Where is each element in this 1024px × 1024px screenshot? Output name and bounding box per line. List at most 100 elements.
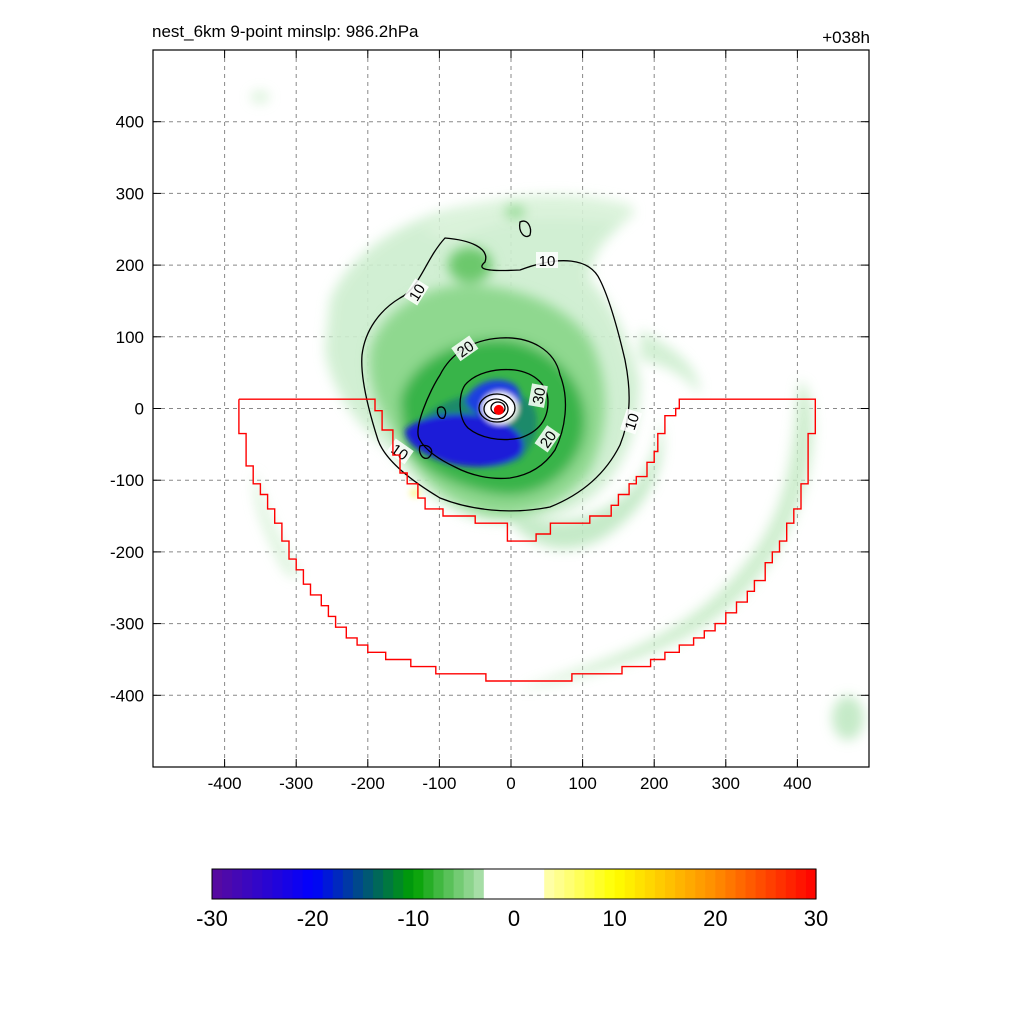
contour-small-north — [519, 220, 532, 238]
colorbar-tick-label: -20 — [297, 906, 329, 931]
contour-label-bg — [620, 408, 643, 435]
colorbar-bin — [423, 869, 435, 899]
center-marker-layer — [493, 404, 504, 415]
chart-title-left: nest_6km 9-point minslp: 986.2hPa — [152, 22, 419, 41]
contour-label: 10 — [622, 411, 643, 432]
y-tick-label: -200 — [110, 543, 144, 562]
field-patch-ne — [505, 206, 525, 218]
storm-center-marker — [493, 404, 504, 415]
colorbar-bin — [695, 869, 706, 899]
colorbar-frame — [211, 868, 817, 900]
field-core-blue — [405, 414, 524, 467]
contour-30 — [459, 368, 549, 441]
x-tick-label: 100 — [568, 774, 596, 793]
field-blob-north — [251, 91, 269, 103]
colorbar-bin — [795, 869, 807, 899]
colorbar-tick-label: 20 — [703, 906, 727, 931]
x-tick-label: 200 — [640, 774, 668, 793]
colorbar-bin — [634, 869, 646, 899]
y-tick-label: -100 — [110, 471, 144, 490]
colorbar-tick-label: -10 — [397, 906, 429, 931]
chart-title-right: +038h — [822, 28, 870, 47]
boundary-line — [238, 398, 816, 682]
colorbar-bin — [282, 869, 294, 899]
colorbar-bin — [654, 869, 666, 899]
contour-lines — [361, 220, 630, 512]
contour-label-group: 20 — [534, 425, 561, 453]
x-tick-label: 400 — [783, 774, 811, 793]
colorbar-bin — [483, 869, 495, 899]
colorbar-bin — [514, 869, 525, 899]
colorbar-bin — [393, 869, 404, 899]
colorbar-bin — [473, 869, 485, 899]
colorbar-bin — [433, 869, 445, 899]
contour-label: 20 — [454, 338, 477, 361]
colorbar-bin — [665, 869, 676, 899]
contour-label-bg — [534, 425, 561, 453]
colorbar-bin — [775, 869, 787, 899]
colorbar-bin — [272, 869, 284, 899]
field-arc-southwest — [253, 470, 300, 577]
colorbar-bin — [534, 869, 545, 899]
contour-label-bg — [403, 278, 429, 306]
colorbar-bin — [735, 869, 747, 899]
contour-label-group: 30 — [528, 383, 549, 408]
y-tick-label: 0 — [135, 400, 144, 419]
colorbar-bin — [594, 869, 606, 899]
colorbar-bin — [705, 869, 716, 899]
axis-ticks: -400 -300 -200 -100 0 100 200 300 40040030020010… — [110, 50, 869, 793]
colorbar-bin — [413, 869, 424, 899]
colorbar-bin — [463, 869, 475, 899]
colorbar-bin — [584, 869, 596, 899]
colorbar-bin — [383, 869, 394, 899]
colorbar-tick-label: 30 — [804, 906, 828, 931]
field-band-south — [500, 420, 663, 549]
colorbar-bin — [614, 869, 626, 899]
contour-label: 20 — [537, 428, 560, 451]
colorbar-bin — [453, 869, 465, 899]
contour-label-bg — [528, 383, 548, 408]
colorbar-bin — [262, 869, 273, 899]
colorbar-bin — [342, 869, 354, 899]
colorbar-bin — [232, 869, 243, 899]
contour-label: 10 — [539, 253, 556, 270]
colorbar-bin — [574, 869, 586, 899]
contour-10 — [361, 237, 630, 512]
colorbar-bin — [312, 869, 324, 899]
contour-label-bg — [451, 335, 479, 362]
domain-boundary — [238, 398, 816, 682]
field-blob-far-southeast — [832, 696, 864, 740]
colorbar-bin — [363, 869, 374, 899]
colorbar-bin — [503, 869, 515, 899]
x-tick-label: -300 — [279, 774, 313, 793]
colorbar-bin — [715, 869, 726, 899]
colorbar-bin — [252, 869, 263, 899]
colorbar-bin — [322, 869, 334, 899]
colorbar-tick-label: -30 — [196, 906, 228, 931]
contour-20 — [417, 337, 567, 480]
field-arc-east — [640, 330, 700, 395]
colorbar-bin — [725, 869, 737, 899]
colorbar-bin — [352, 869, 364, 899]
field-yellow-spot — [409, 488, 421, 498]
y-tick-label: 400 — [116, 113, 144, 132]
colorbar-bin — [302, 869, 314, 899]
colorbar-bin — [765, 869, 777, 899]
colorbar-tick-label: 0 — [508, 906, 520, 931]
colorbar-tick-label: 10 — [602, 906, 626, 931]
contour-small-west — [436, 406, 447, 420]
colorbar-bin — [554, 869, 565, 899]
x-tick-label: 300 — [712, 774, 740, 793]
field-patch-north — [448, 247, 492, 283]
y-tick-label: -300 — [110, 615, 144, 634]
x-tick-label: -400 — [208, 774, 242, 793]
colorbar-bin — [212, 869, 223, 899]
colorbar-bin — [524, 869, 535, 899]
colorbar-bin — [292, 869, 304, 899]
x-tick-label: 0 — [506, 774, 515, 793]
y-tick-label: -400 — [110, 686, 144, 705]
colorbar-bin — [242, 869, 253, 899]
field-band-northwest — [420, 194, 634, 240]
